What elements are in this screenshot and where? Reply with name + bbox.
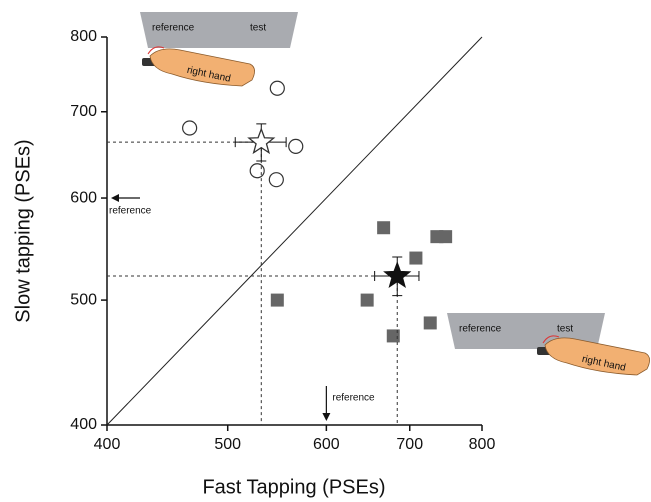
square-marker (377, 221, 391, 235)
circle-marker (182, 120, 198, 136)
circle-marker (249, 163, 265, 179)
y-tick-label: 600 (70, 189, 97, 206)
square-marker (386, 329, 400, 343)
reference-label: reference (109, 206, 152, 217)
circle-marker (268, 172, 284, 188)
arrow-head (111, 194, 119, 203)
x-tick-label: 800 (469, 436, 496, 453)
x-tick-label: 600 (313, 436, 340, 453)
square-marker (423, 316, 437, 330)
device-panel (140, 12, 298, 48)
panel-left-label: reference (459, 324, 502, 335)
hand (149, 48, 255, 87)
square-marker (270, 293, 284, 307)
square-marker (360, 293, 374, 307)
tap-wave (542, 335, 560, 344)
y-tick-label: 400 (70, 416, 97, 433)
x-tick-label: 500 (214, 436, 241, 453)
x-axis-label: Fast Tapping (PSEs) (202, 476, 385, 498)
arrow-head (322, 413, 331, 421)
y-tick-label: 500 (70, 291, 97, 308)
panel-right-label: test (557, 324, 573, 335)
star-marker (247, 127, 276, 155)
x-tick-label: 400 (94, 436, 121, 453)
panel-left-label: reference (152, 23, 195, 34)
y-tick-label: 800 (70, 28, 97, 45)
identity-line (106, 36, 483, 426)
y-axis-label: Slow tapping (PSEs) (12, 139, 34, 322)
circle-marker (288, 138, 304, 154)
star-marker (383, 261, 412, 289)
circle-marker (269, 80, 285, 96)
hand (544, 337, 650, 376)
square-marker (409, 251, 423, 265)
tap-wave (147, 46, 165, 55)
reference-label: reference (332, 393, 375, 404)
x-tick-label: 700 (396, 436, 423, 453)
panel-right-label: test (250, 23, 266, 34)
square-marker (439, 230, 453, 244)
y-tick-label: 700 (70, 103, 97, 120)
